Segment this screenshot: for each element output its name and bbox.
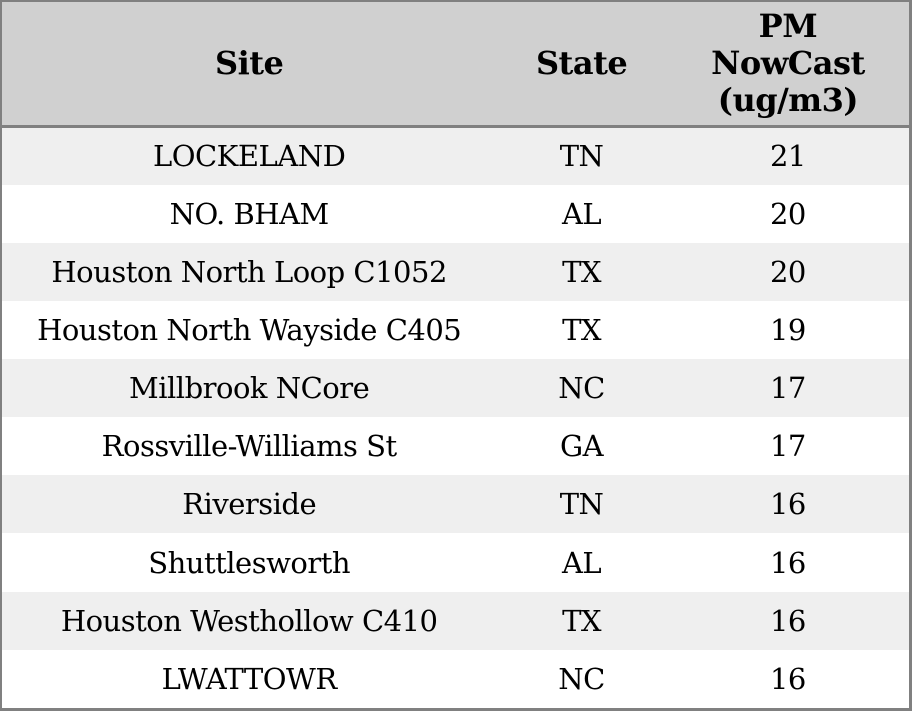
pm-cell: 17: [769, 429, 806, 464]
state-cell: AL: [561, 545, 602, 580]
pm-cell: 20: [769, 196, 806, 231]
column-header-pm-nowcast: PM NowCast (ug/m3): [666, 2, 909, 128]
table-row: Houston Westhollow C410 TX 16: [2, 591, 909, 650]
state-cell: TN: [559, 139, 604, 174]
column-header-state: State: [496, 2, 667, 128]
pm-cell: 19: [769, 312, 806, 347]
site-cell: LWATTOWR: [161, 661, 338, 696]
pm-cell: 16: [769, 603, 806, 638]
pm-cell: 21: [769, 139, 806, 174]
state-cell: GA: [560, 429, 604, 464]
column-header-site: Site: [2, 2, 497, 128]
site-cell: Houston North Loop C1052: [51, 254, 447, 289]
site-cell: Riverside: [182, 487, 317, 522]
table-row: Shuttlesworth AL 16: [2, 533, 909, 592]
state-cell: TX: [562, 312, 602, 347]
table-row: Houston North Loop C1052 TX 20: [2, 242, 909, 301]
site-cell: Houston Westhollow C410: [60, 603, 438, 638]
table-row: Houston North Wayside C405 TX 19: [2, 300, 909, 360]
site-cell: Houston North Wayside C405: [37, 312, 462, 347]
state-cell: TN: [559, 487, 604, 522]
pm-cell: 16: [769, 487, 806, 522]
state-cell: TX: [562, 603, 602, 638]
table-row: LWATTOWR NC 16: [2, 649, 909, 708]
state-cell: AL: [561, 196, 602, 231]
state-cell: NC: [558, 661, 605, 696]
state-cell: NC: [558, 371, 605, 406]
table-body: LOCKELAND TN 21 NO. BHAM AL 20 Houston N…: [2, 126, 909, 708]
site-cell: Millbrook NCore: [129, 371, 370, 406]
table-row: NO. BHAM AL 20: [2, 184, 909, 243]
table-row: Riverside TN 16: [2, 475, 909, 534]
site-cell: Rossville-Williams St: [101, 429, 397, 464]
table-row: Millbrook NCore NC 17: [2, 359, 909, 418]
header-row: Site State PM NowCast (ug/m3): [2, 2, 909, 128]
table-row: Rossville-Williams St GA 17: [2, 417, 909, 476]
table-header: Site State PM NowCast (ug/m3): [2, 2, 909, 128]
table-row: LOCKELAND TN 21: [2, 126, 909, 185]
pm-cell: 16: [769, 661, 806, 696]
pm-cell: 20: [769, 254, 806, 289]
site-cell: LOCKELAND: [152, 139, 346, 174]
site-cell: NO. BHAM: [169, 196, 330, 231]
pm-cell: 16: [769, 545, 806, 580]
state-cell: TX: [562, 254, 602, 289]
pm-cell: 17: [769, 371, 806, 406]
site-cell: Shuttlesworth: [148, 545, 351, 580]
